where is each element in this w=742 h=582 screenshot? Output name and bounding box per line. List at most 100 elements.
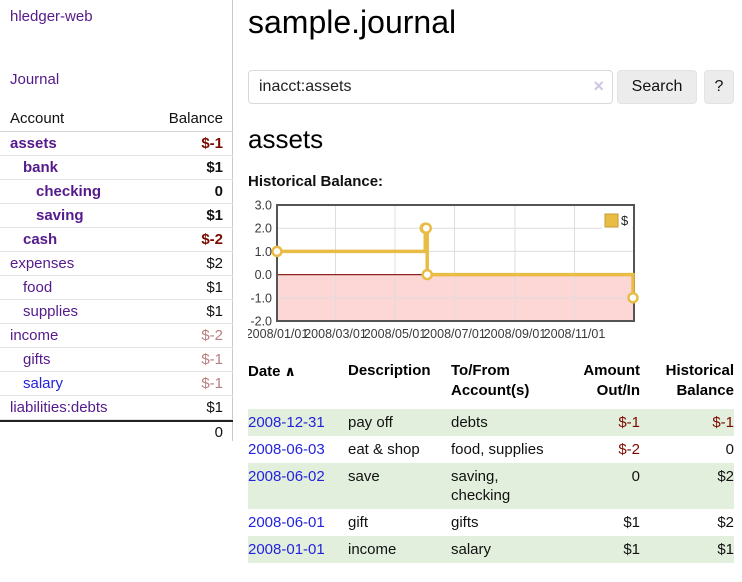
- account-row: expenses $2: [0, 252, 233, 276]
- y-tick-label: -1.0: [250, 291, 272, 305]
- account-row: salary $-1: [0, 372, 233, 396]
- accounts-header-account: Account: [10, 110, 65, 127]
- sort-asc-icon: ∧: [284, 363, 296, 379]
- account-link[interactable]: bank: [23, 159, 59, 176]
- data-point: [420, 222, 432, 234]
- account-balance: $1: [206, 303, 223, 320]
- account-row: liabilities:debts $1: [0, 396, 233, 420]
- clear-search-icon[interactable]: ×: [593, 76, 604, 96]
- transaction-row: 2008-01-01 income salary $1 $1: [248, 536, 734, 563]
- accounts-total-row: 0: [0, 420, 233, 443]
- transaction-balance: $-1: [712, 414, 734, 431]
- account-link[interactable]: food: [23, 279, 53, 296]
- transaction-accounts: food, supplies: [451, 441, 544, 458]
- account-link[interactable]: assets: [10, 135, 57, 152]
- accounts-list: assets $-1 bank $1 checking 0 saving $1 cash $-2 e…: [0, 132, 233, 420]
- search-button[interactable]: Search: [617, 70, 697, 104]
- account-link[interactable]: cash: [23, 231, 58, 248]
- transaction-description: eat & shop: [348, 441, 420, 458]
- transaction-date-link[interactable]: 2008-12-31: [248, 414, 325, 431]
- data-point: [421, 268, 433, 281]
- account-link[interactable]: gifts: [23, 351, 51, 368]
- transaction-balance: 0: [725, 441, 734, 458]
- transaction-amount: $-1: [618, 414, 640, 431]
- sidebar-item-journal[interactable]: Journal: [10, 71, 60, 88]
- data-point: [271, 245, 283, 258]
- y-tick-label: 0.0: [255, 268, 272, 282]
- sidebar: hledger-web Journal Account Balance asse…: [0, 0, 233, 441]
- chart-heading: Historical Balance:: [248, 173, 384, 190]
- account-link[interactable]: income: [10, 327, 59, 344]
- transaction-row: 2008-06-02 save saving, checking 0 $2: [248, 463, 734, 509]
- transaction-amount: $-2: [618, 441, 640, 458]
- search-input[interactable]: [248, 70, 613, 104]
- account-row: food $1: [0, 276, 233, 300]
- account-balance: $-1: [201, 375, 223, 392]
- transactions-table: Date ∧ Description To/From Account(s) Amo…: [248, 360, 734, 563]
- account-balance: $-1: [201, 351, 223, 368]
- x-tick-label: 2008/05/01: [364, 327, 427, 341]
- accounts-panel: Account Balance assets $-1 bank $1 checking 0…: [0, 106, 233, 443]
- account-link[interactable]: liabilities:debts: [10, 399, 108, 416]
- transaction-date-link[interactable]: 2008-06-01: [248, 514, 325, 531]
- transaction-description: income: [348, 541, 397, 558]
- legend-swatch-icon: [604, 213, 619, 228]
- x-tick-label: 2008/03/01: [304, 327, 367, 341]
- account-balance: $1: [206, 399, 223, 416]
- account-link[interactable]: checking: [36, 183, 102, 200]
- account-link[interactable]: saving: [36, 207, 84, 224]
- page-title: sample.journal: [248, 4, 457, 40]
- account-row: gifts $-1: [0, 348, 233, 372]
- transaction-amount: 0: [631, 468, 640, 485]
- chart-container: $3.0 2.0 1.0 0.0 -1.0 -2.0 2008/01/01 2008/03/0…: [246, 198, 740, 350]
- account-row: income $-2: [0, 324, 233, 348]
- account-link[interactable]: supplies: [23, 303, 79, 320]
- transaction-description: gift: [348, 514, 369, 531]
- transaction-date-link[interactable]: 2008-01-01: [248, 541, 325, 558]
- account-row: checking 0: [0, 180, 233, 204]
- column-header-balance: Historical Balance: [665, 362, 734, 399]
- account-row: saving $1: [0, 204, 233, 228]
- y-tick-label: 2.0: [255, 222, 272, 236]
- account-balance: 0: [214, 183, 223, 200]
- account-heading: assets: [248, 124, 324, 154]
- account-balance: $-2: [201, 327, 223, 344]
- account-row: supplies $1: [0, 300, 233, 324]
- account-row: cash $-2: [0, 228, 233, 252]
- column-header-date[interactable]: Date ∧: [248, 363, 296, 380]
- transaction-row: 2008-12-31 pay off debts $-1 $-1: [248, 409, 734, 436]
- transaction-accounts: saving, checking: [451, 468, 511, 504]
- data-point: [627, 292, 639, 304]
- y-tick-label: -2.0: [250, 315, 272, 329]
- column-header-accounts: To/From Account(s): [451, 362, 530, 399]
- account-balance: $2: [206, 255, 223, 272]
- accounts-header: Account Balance: [0, 106, 233, 132]
- transaction-balance: $1: [717, 541, 734, 558]
- account-link[interactable]: expenses: [10, 255, 75, 272]
- transaction-balance: $2: [717, 514, 734, 531]
- x-tick-label: 2008/07/01: [423, 327, 486, 341]
- transaction-accounts: debts: [451, 414, 488, 431]
- transaction-row: 2008-06-01 gift gifts $1 $2: [248, 509, 734, 536]
- account-row: assets $-1: [0, 132, 233, 156]
- app-brand-link[interactable]: hledger-web: [10, 8, 93, 25]
- transactions-body: 2008-12-31 pay off debts $-1 $-1 2008-06-03 ea…: [248, 409, 734, 563]
- y-tick-label: 1.0: [255, 245, 272, 259]
- transactions-header-row: Date ∧ Description To/From Account(s) Amo…: [248, 360, 734, 409]
- y-tick-label: 3.0: [255, 199, 272, 213]
- transaction-description: save: [348, 468, 380, 485]
- account-balance: $1: [206, 159, 223, 176]
- account-link[interactable]: salary: [23, 375, 64, 392]
- x-tick-label: 2008/09/01: [484, 327, 547, 341]
- transaction-accounts: salary: [451, 541, 492, 558]
- plot-border: [276, 204, 635, 322]
- transaction-date-link[interactable]: 2008-06-02: [248, 468, 325, 485]
- transaction-date-link[interactable]: 2008-06-03: [248, 441, 325, 458]
- legend-label: $: [621, 213, 629, 228]
- help-button[interactable]: ?: [704, 70, 734, 104]
- x-tick-label: 2008/11/01: [544, 327, 606, 341]
- account-balance: $-1: [201, 135, 223, 152]
- column-header-amount: Amount Out/In: [583, 362, 640, 399]
- search-bar: × Search ?: [248, 70, 734, 104]
- transaction-description: pay off: [348, 414, 393, 431]
